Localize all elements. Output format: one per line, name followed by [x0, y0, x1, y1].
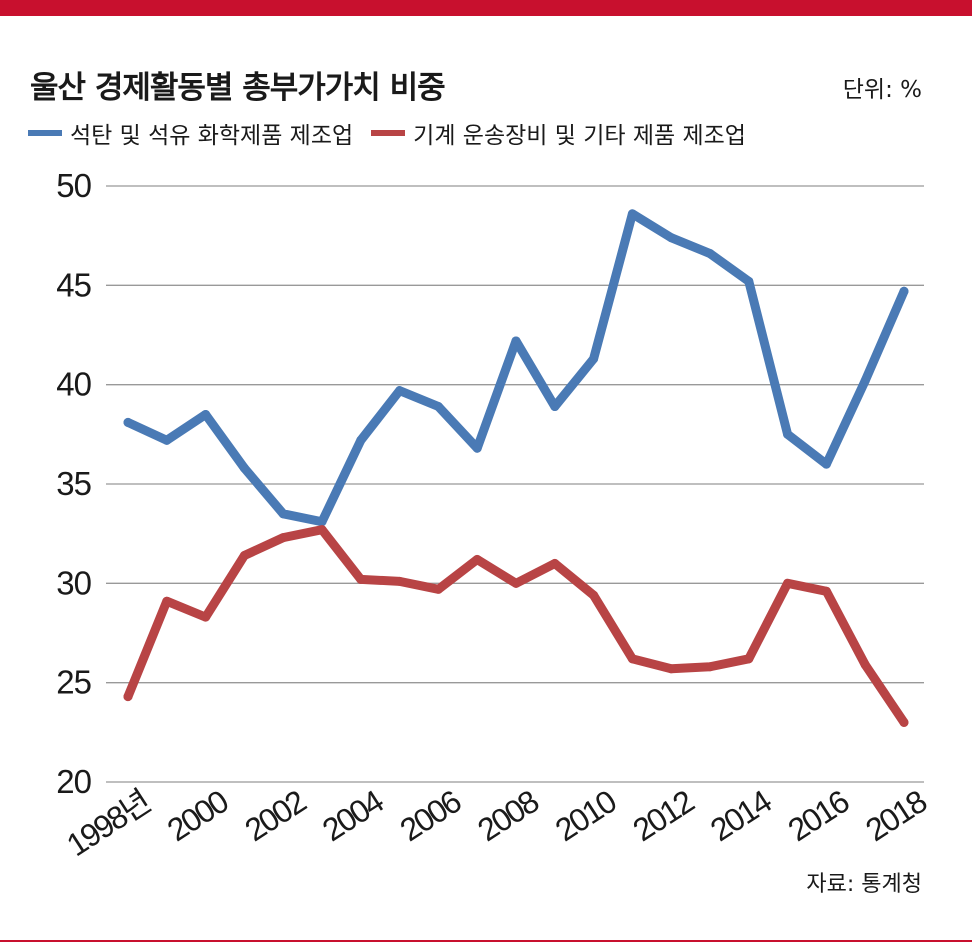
- x-tick-label: 2018: [859, 783, 933, 848]
- data-point: [705, 249, 715, 259]
- x-tick-label: 2012: [626, 783, 700, 848]
- unit-label: 단위: %: [842, 77, 922, 103]
- data-point: [550, 558, 560, 568]
- top-accent-bar: [0, 0, 972, 16]
- x-tick-label: 2004: [316, 783, 390, 848]
- data-point: [627, 654, 637, 664]
- series-line-1: [123, 209, 909, 527]
- data-point: [589, 354, 599, 364]
- x-tick-label: 2008: [471, 783, 545, 848]
- data-point: [201, 612, 211, 622]
- y-tick-label: 50: [56, 167, 91, 204]
- data-point: [356, 435, 366, 445]
- data-point: [278, 509, 288, 519]
- x-tick-label: 2000: [161, 783, 235, 848]
- legend-swatch-series-2: [371, 130, 406, 136]
- data-point: [201, 409, 211, 419]
- data-point: [589, 590, 599, 600]
- data-point: [511, 578, 521, 588]
- data-point: [860, 660, 870, 670]
- data-point: [162, 596, 172, 606]
- data-point: [783, 429, 793, 439]
- data-point: [278, 533, 288, 543]
- y-tick-label: 30: [56, 564, 91, 601]
- legend-item-series-2: 기계 운송장비 및 기타 제품 제조업: [371, 116, 746, 150]
- legend: 석탄 및 석유 화학제품 제조업 기계 운송장비 및 기타 제품 제조업: [28, 116, 764, 150]
- x-tick-label: 2002: [238, 783, 312, 848]
- data-point: [123, 417, 133, 427]
- data-point: [666, 664, 676, 674]
- y-tick-label: 35: [56, 465, 91, 502]
- x-tick-label: 2006: [394, 783, 468, 848]
- data-point: [783, 578, 793, 588]
- y-tick-label: 25: [56, 664, 91, 701]
- data-point: [395, 576, 405, 586]
- data-point: [821, 586, 831, 596]
- data-point: [666, 233, 676, 243]
- data-point: [356, 574, 366, 584]
- y-tick-label: 45: [56, 266, 91, 303]
- x-tick-label: 2010: [549, 783, 623, 848]
- data-point: [705, 662, 715, 672]
- x-tick-label: 2014: [704, 783, 778, 848]
- data-point: [123, 692, 133, 702]
- data-point: [239, 551, 249, 561]
- data-point: [550, 402, 560, 412]
- data-point: [821, 459, 831, 469]
- source-note: 자료: 통계청: [806, 872, 922, 897]
- chart-title: 울산 경제활동별 총부가가치 비중: [30, 70, 446, 106]
- data-point: [433, 584, 443, 594]
- legend-item-series-1: 석탄 및 석유 화학제품 제조업: [28, 116, 353, 150]
- y-tick-label: 40: [56, 366, 91, 403]
- legend-swatch-series-1: [28, 130, 62, 136]
- data-point: [860, 376, 870, 386]
- legend-label-series-2: 기계 운송장비 및 기타 제품 제조업: [413, 123, 746, 149]
- data-point: [744, 276, 754, 286]
- data-point: [744, 654, 754, 664]
- data-point: [317, 525, 327, 535]
- data-point: [627, 209, 637, 219]
- data-point: [899, 717, 909, 727]
- legend-label-series-1: 석탄 및 석유 화학제품 제조업: [70, 123, 354, 149]
- data-point: [472, 443, 482, 453]
- data-point: [239, 463, 249, 473]
- x-tick-label: 2016: [782, 783, 856, 848]
- data-point: [317, 517, 327, 527]
- data-point: [162, 435, 172, 445]
- data-point: [472, 554, 482, 564]
- data-point: [899, 286, 909, 296]
- data-point: [395, 386, 405, 396]
- y-tick-label: 20: [56, 763, 91, 800]
- bottom-accent-line: [0, 940, 972, 942]
- data-point: [511, 336, 521, 346]
- data-point: [433, 402, 443, 412]
